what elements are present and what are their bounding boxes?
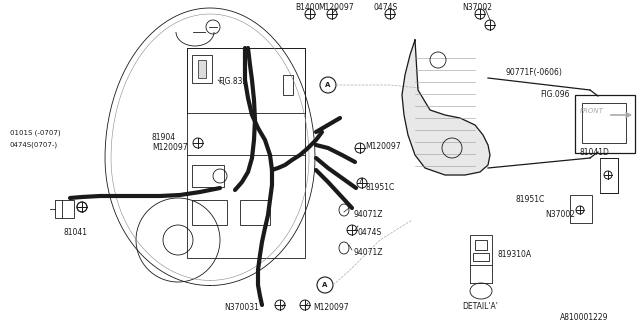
Bar xyxy=(475,240,487,250)
Text: FRONT: FRONT xyxy=(580,108,604,114)
Text: M120097: M120097 xyxy=(318,3,354,12)
Text: A810001229: A810001229 xyxy=(560,313,609,320)
Text: B1400: B1400 xyxy=(295,3,319,12)
Bar xyxy=(582,103,626,143)
Bar xyxy=(240,200,270,225)
Ellipse shape xyxy=(339,242,349,254)
Bar xyxy=(600,158,618,193)
Text: FIG.832: FIG.832 xyxy=(218,77,247,86)
Text: N37002: N37002 xyxy=(545,210,575,219)
Text: 81951C: 81951C xyxy=(365,183,394,192)
Text: 0474S: 0474S xyxy=(358,228,382,237)
Bar xyxy=(62,200,74,218)
Text: M120097: M120097 xyxy=(365,142,401,151)
Polygon shape xyxy=(402,40,490,175)
Text: 81041: 81041 xyxy=(63,228,87,237)
Ellipse shape xyxy=(339,204,349,216)
Text: 0101S (-0707): 0101S (-0707) xyxy=(10,130,61,137)
Text: A: A xyxy=(323,282,328,288)
Text: 0474S(0707-): 0474S(0707-) xyxy=(10,141,58,148)
Circle shape xyxy=(317,277,333,293)
Text: A: A xyxy=(325,82,331,88)
Text: 0474S: 0474S xyxy=(373,3,397,12)
Bar xyxy=(473,253,489,261)
Text: 81041D: 81041D xyxy=(580,148,610,157)
Text: M120097: M120097 xyxy=(313,303,349,312)
Text: N37002: N37002 xyxy=(462,3,492,12)
Bar xyxy=(198,60,206,78)
Bar xyxy=(570,195,592,223)
Text: M120097: M120097 xyxy=(152,143,188,152)
Text: FIG.096: FIG.096 xyxy=(540,90,570,99)
Bar xyxy=(192,200,227,225)
Text: DETAIL'A': DETAIL'A' xyxy=(462,302,498,311)
Text: 94071Z: 94071Z xyxy=(354,210,383,219)
Bar xyxy=(192,55,212,83)
Bar xyxy=(575,95,635,153)
Text: 94071Z: 94071Z xyxy=(354,248,383,257)
Bar xyxy=(187,48,305,113)
Text: 81951C: 81951C xyxy=(516,195,545,204)
Text: 819310A: 819310A xyxy=(498,250,532,259)
Bar xyxy=(192,165,224,187)
Bar xyxy=(470,235,492,265)
Circle shape xyxy=(320,77,336,93)
Bar xyxy=(187,48,305,258)
Bar xyxy=(283,75,293,95)
Text: 81904: 81904 xyxy=(152,133,176,142)
Text: 90771F(-0606): 90771F(-0606) xyxy=(506,68,563,77)
Text: N370031: N370031 xyxy=(224,303,259,312)
